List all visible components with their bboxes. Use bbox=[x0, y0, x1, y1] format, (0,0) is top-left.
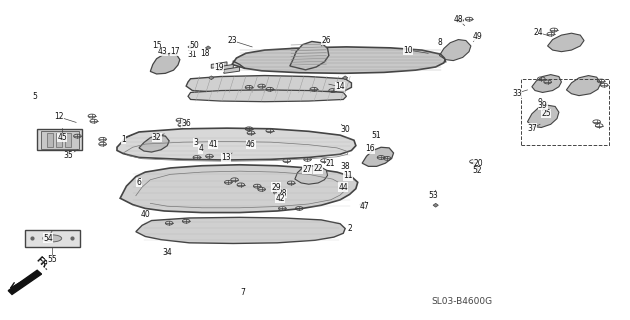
Text: 55: 55 bbox=[47, 255, 57, 264]
Text: 41: 41 bbox=[209, 140, 218, 149]
Text: 34: 34 bbox=[163, 248, 172, 257]
Text: 13: 13 bbox=[221, 153, 231, 162]
Text: 16: 16 bbox=[365, 144, 375, 153]
Text: 28: 28 bbox=[278, 189, 287, 198]
Text: 32: 32 bbox=[152, 133, 161, 142]
Polygon shape bbox=[211, 62, 227, 68]
Text: 5: 5 bbox=[33, 92, 38, 101]
Text: 25: 25 bbox=[542, 109, 551, 118]
Polygon shape bbox=[362, 147, 394, 166]
FancyBboxPatch shape bbox=[56, 132, 62, 147]
Text: 23: 23 bbox=[227, 36, 237, 45]
Text: 15: 15 bbox=[152, 41, 161, 51]
Text: 11: 11 bbox=[343, 172, 353, 180]
Polygon shape bbox=[440, 40, 471, 60]
Polygon shape bbox=[360, 203, 365, 206]
Text: 19: 19 bbox=[215, 63, 224, 72]
Text: 9: 9 bbox=[537, 98, 542, 107]
Polygon shape bbox=[232, 47, 446, 73]
Text: 31: 31 bbox=[188, 50, 197, 59]
Polygon shape bbox=[527, 105, 559, 127]
Polygon shape bbox=[139, 135, 169, 152]
Text: 51: 51 bbox=[372, 131, 381, 140]
Text: 6: 6 bbox=[137, 178, 141, 187]
Text: 39: 39 bbox=[537, 101, 547, 110]
Text: 17: 17 bbox=[171, 47, 180, 56]
Text: 45: 45 bbox=[57, 133, 67, 142]
Text: 26: 26 bbox=[321, 36, 331, 45]
Polygon shape bbox=[136, 217, 345, 244]
Text: 38: 38 bbox=[340, 162, 350, 171]
Text: 43: 43 bbox=[158, 47, 168, 56]
Text: 30: 30 bbox=[340, 125, 350, 134]
Text: 27: 27 bbox=[302, 165, 312, 174]
Polygon shape bbox=[224, 67, 239, 73]
Polygon shape bbox=[290, 42, 329, 70]
Text: 14: 14 bbox=[335, 82, 345, 91]
Text: 46: 46 bbox=[246, 140, 256, 149]
Text: 49: 49 bbox=[472, 32, 482, 41]
Text: 48: 48 bbox=[454, 15, 463, 24]
Polygon shape bbox=[217, 64, 233, 71]
Text: 50: 50 bbox=[190, 41, 199, 51]
Text: 1: 1 bbox=[121, 135, 125, 144]
Text: 36: 36 bbox=[181, 119, 191, 128]
Polygon shape bbox=[532, 75, 561, 92]
Text: 2: 2 bbox=[347, 224, 352, 233]
Text: 7: 7 bbox=[240, 288, 245, 297]
Text: 42: 42 bbox=[275, 194, 285, 203]
Text: 21: 21 bbox=[326, 159, 335, 168]
Text: 12: 12 bbox=[54, 113, 64, 122]
Text: 3: 3 bbox=[193, 138, 198, 147]
Text: 52: 52 bbox=[472, 166, 482, 175]
Ellipse shape bbox=[43, 235, 62, 242]
Polygon shape bbox=[343, 76, 348, 80]
Polygon shape bbox=[433, 203, 438, 207]
Text: 54: 54 bbox=[43, 234, 53, 243]
Text: 47: 47 bbox=[359, 202, 369, 211]
Polygon shape bbox=[164, 251, 170, 254]
Text: 20: 20 bbox=[474, 159, 483, 168]
Polygon shape bbox=[188, 90, 346, 102]
Text: FR.: FR. bbox=[33, 255, 50, 272]
Polygon shape bbox=[209, 76, 214, 80]
Polygon shape bbox=[120, 165, 358, 212]
Text: 53: 53 bbox=[428, 191, 438, 200]
Text: 40: 40 bbox=[140, 210, 150, 219]
Polygon shape bbox=[186, 76, 352, 93]
FancyBboxPatch shape bbox=[41, 131, 79, 148]
Text: 10: 10 bbox=[403, 45, 413, 55]
Text: 4: 4 bbox=[198, 144, 203, 153]
Text: 44: 44 bbox=[338, 183, 348, 192]
Text: 8: 8 bbox=[437, 38, 442, 47]
FancyBboxPatch shape bbox=[37, 129, 83, 150]
Polygon shape bbox=[295, 166, 328, 184]
Polygon shape bbox=[151, 53, 180, 74]
Text: 37: 37 bbox=[527, 124, 537, 132]
Text: 22: 22 bbox=[313, 164, 323, 173]
Text: 18: 18 bbox=[200, 49, 210, 58]
Text: 33: 33 bbox=[513, 89, 522, 98]
FancyBboxPatch shape bbox=[65, 132, 71, 147]
Text: 35: 35 bbox=[64, 151, 74, 160]
Text: 29: 29 bbox=[271, 183, 281, 192]
FancyBboxPatch shape bbox=[47, 132, 54, 147]
Polygon shape bbox=[8, 270, 42, 294]
Polygon shape bbox=[117, 128, 356, 160]
Text: SL03-B4600G: SL03-B4600G bbox=[432, 297, 493, 306]
Polygon shape bbox=[547, 33, 584, 52]
Polygon shape bbox=[205, 46, 211, 50]
FancyBboxPatch shape bbox=[25, 230, 80, 247]
Polygon shape bbox=[188, 45, 193, 49]
Text: 24: 24 bbox=[534, 28, 543, 37]
Polygon shape bbox=[566, 76, 601, 96]
Polygon shape bbox=[374, 133, 379, 137]
